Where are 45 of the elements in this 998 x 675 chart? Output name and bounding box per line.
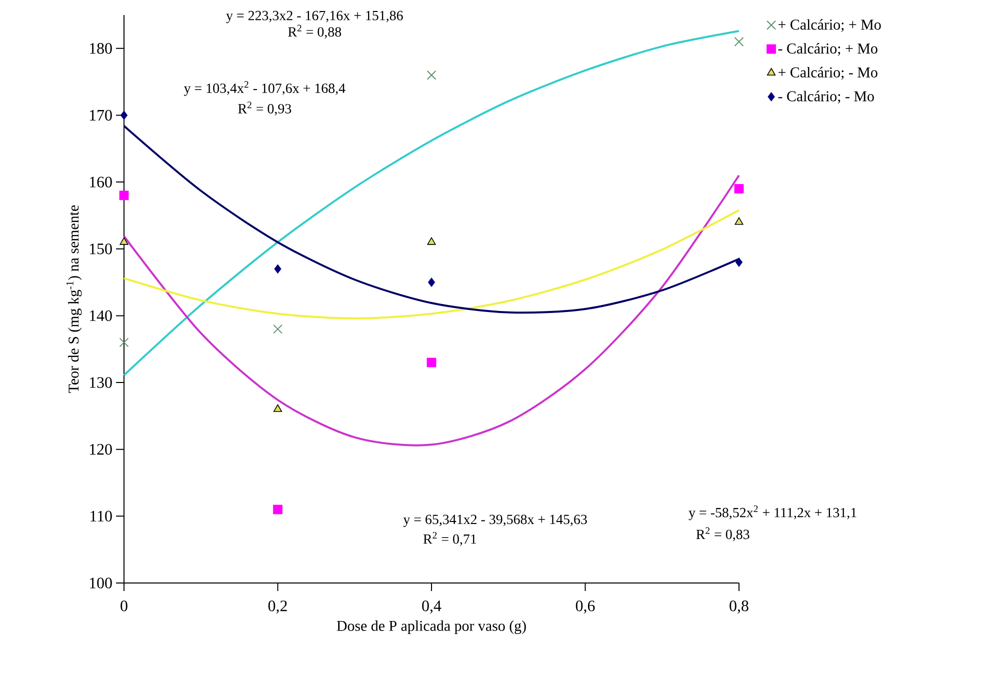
y-tick-label: 180	[90, 43, 112, 54]
y-tick-label: 110	[90, 510, 112, 522]
annotation: R$^{2}$ = 0,83	[696, 527, 750, 542]
point	[426, 358, 436, 368]
x-tick-label: 0,2	[268, 600, 287, 614]
x-tick-label: 0	[120, 600, 128, 612]
point	[426, 70, 436, 80]
legend-label: + Calcário; - Mo	[778, 66, 878, 80]
line-series	[123, 209, 740, 320]
annotation: R$^{2}$ = 0,71	[423, 532, 476, 546]
y-axis-title: Teor de S (mg kg$^{-1}$) na semente	[66, 205, 82, 393]
annotation: y = -58,52x$^{2}$ + 111,2x + 131,1	[688, 505, 856, 520]
point	[273, 404, 282, 412]
legend-label: - Calcário; + Mo	[778, 43, 878, 56]
x-axis-title: Dose de P aplicada por vaso (g)	[336, 620, 526, 634]
y-tick-label: 160	[90, 176, 112, 188]
y-tick-label: 170	[90, 110, 112, 121]
annotation: y = 65,341x2 - 39,568x + 145,63	[403, 514, 587, 528]
annotation: y = 223,3x2 - 167,16x + 151,86	[226, 10, 403, 24]
point	[734, 217, 744, 225]
point	[273, 324, 282, 334]
point	[735, 258, 743, 267]
point	[120, 237, 128, 245]
x-tick-label: 0,6	[576, 600, 595, 614]
x-tick-label: 0,4	[422, 600, 442, 614]
point	[427, 237, 436, 245]
y-tick-label: 120	[90, 444, 112, 455]
annotation: R$^{2}$ = 0,93	[238, 102, 292, 116]
y-tick-label: 100	[90, 578, 112, 588]
y-tick-label: 150	[90, 244, 112, 254]
point	[734, 184, 744, 194]
annotation: y = 103,4x$^{2}$ - 107,6x + 168,4	[184, 81, 346, 96]
legend-label: + Calcário; + Mo	[778, 19, 881, 32]
point	[119, 190, 129, 200]
point	[274, 264, 282, 274]
y-tick-label: 130	[90, 377, 112, 388]
x-tick-label: 0,8	[730, 600, 748, 614]
annotation: R$^{2}$ = 0,88	[288, 24, 342, 39]
point	[734, 36, 744, 46]
point	[428, 278, 436, 287]
y-tick-label: 140	[90, 310, 112, 322]
legend-label: - Calcário; - Mo	[778, 90, 874, 104]
point	[119, 338, 129, 348]
point	[120, 110, 128, 120]
point	[273, 504, 282, 514]
